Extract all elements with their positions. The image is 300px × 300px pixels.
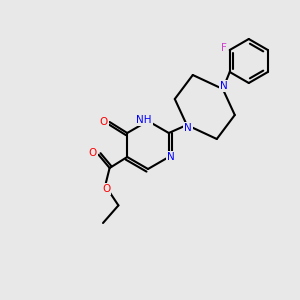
Text: O: O (100, 117, 108, 127)
Text: NH: NH (136, 115, 152, 125)
Text: O: O (88, 148, 97, 158)
Text: N: N (184, 123, 192, 133)
Text: N: N (167, 152, 175, 162)
Text: N: N (220, 81, 228, 91)
Text: O: O (102, 184, 110, 194)
Text: F: F (221, 43, 227, 53)
